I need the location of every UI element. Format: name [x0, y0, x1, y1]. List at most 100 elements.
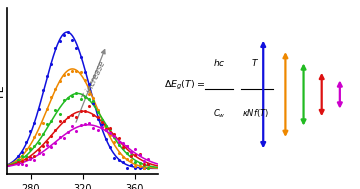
- Point: [132, 167, 138, 170]
- Point: [95, 128, 100, 131]
- Point: [128, 155, 134, 158]
- Point: [15, 154, 21, 157]
- Point: [112, 135, 117, 138]
- Text: T increase: T increase: [82, 59, 107, 100]
- Point: [44, 141, 50, 144]
- Point: [15, 158, 21, 161]
- Point: [120, 146, 126, 149]
- Point: [32, 155, 37, 158]
- Point: [69, 94, 75, 97]
- Point: [40, 144, 46, 147]
- Point: [116, 137, 121, 140]
- Point: [53, 88, 58, 91]
- Point: [95, 117, 100, 120]
- Point: [124, 145, 130, 148]
- Point: [99, 118, 105, 121]
- Point: [40, 121, 46, 124]
- Point: [32, 136, 37, 139]
- Point: [141, 162, 147, 165]
- Text: $\Delta E_g(T) =$: $\Delta E_g(T) =$: [165, 78, 206, 92]
- Point: [78, 124, 84, 127]
- Point: [15, 161, 21, 164]
- Point: [82, 110, 88, 113]
- Point: [90, 100, 96, 103]
- Point: [69, 39, 75, 42]
- Point: [19, 163, 25, 166]
- Point: [145, 167, 151, 170]
- Point: [53, 128, 58, 131]
- Point: [23, 148, 29, 151]
- Point: [95, 115, 100, 119]
- Point: [99, 123, 105, 126]
- Point: [120, 155, 126, 158]
- Point: [99, 119, 105, 122]
- Point: [132, 164, 138, 167]
- Point: [32, 144, 37, 147]
- Point: [107, 132, 113, 135]
- Point: [137, 162, 143, 165]
- Point: [69, 113, 75, 116]
- Point: [57, 135, 63, 138]
- Point: [103, 127, 109, 130]
- Point: [23, 141, 29, 144]
- Point: [73, 116, 79, 119]
- Point: [107, 128, 113, 131]
- Point: [61, 120, 67, 123]
- Point: [27, 148, 33, 151]
- Point: [27, 155, 33, 158]
- Point: [19, 154, 25, 157]
- Point: [90, 97, 96, 100]
- Point: [86, 83, 92, 86]
- Point: [90, 127, 96, 130]
- Point: [124, 152, 130, 155]
- Point: [15, 158, 21, 161]
- Point: [48, 146, 54, 149]
- Point: [19, 159, 25, 162]
- Point: [27, 158, 33, 161]
- Point: [112, 156, 117, 159]
- Point: [36, 108, 41, 111]
- Point: [82, 70, 88, 74]
- Point: [65, 115, 71, 119]
- Point: [141, 167, 147, 170]
- Point: [65, 73, 71, 76]
- Point: [86, 121, 92, 124]
- Point: [44, 143, 50, 146]
- Point: [23, 163, 29, 167]
- Point: [53, 47, 58, 50]
- Point: [132, 160, 138, 163]
- Text: $T$: $T$: [251, 57, 259, 68]
- Text: $hc$: $hc$: [213, 57, 225, 68]
- Point: [145, 167, 151, 170]
- Point: [103, 124, 109, 127]
- Point: [128, 164, 134, 167]
- Point: [99, 126, 105, 129]
- Point: [116, 159, 121, 162]
- Point: [128, 153, 134, 156]
- Point: [137, 165, 143, 168]
- Point: [107, 126, 113, 129]
- Point: [124, 157, 130, 160]
- Point: [57, 120, 63, 123]
- Point: [132, 153, 138, 156]
- Point: [116, 140, 121, 143]
- Point: [73, 92, 79, 95]
- Point: [95, 108, 100, 112]
- Point: [57, 39, 63, 42]
- Point: [57, 80, 63, 83]
- Point: [73, 46, 79, 49]
- Point: [15, 162, 21, 165]
- Point: [61, 99, 67, 102]
- Point: [48, 134, 54, 137]
- Point: [112, 132, 117, 135]
- Point: [40, 88, 46, 91]
- Point: [78, 55, 84, 58]
- Point: [90, 101, 96, 104]
- Point: [36, 141, 41, 144]
- Point: [44, 107, 50, 110]
- Point: [78, 97, 84, 100]
- Point: [141, 164, 147, 167]
- Point: [32, 122, 37, 125]
- Point: [40, 132, 46, 136]
- Point: [128, 150, 134, 153]
